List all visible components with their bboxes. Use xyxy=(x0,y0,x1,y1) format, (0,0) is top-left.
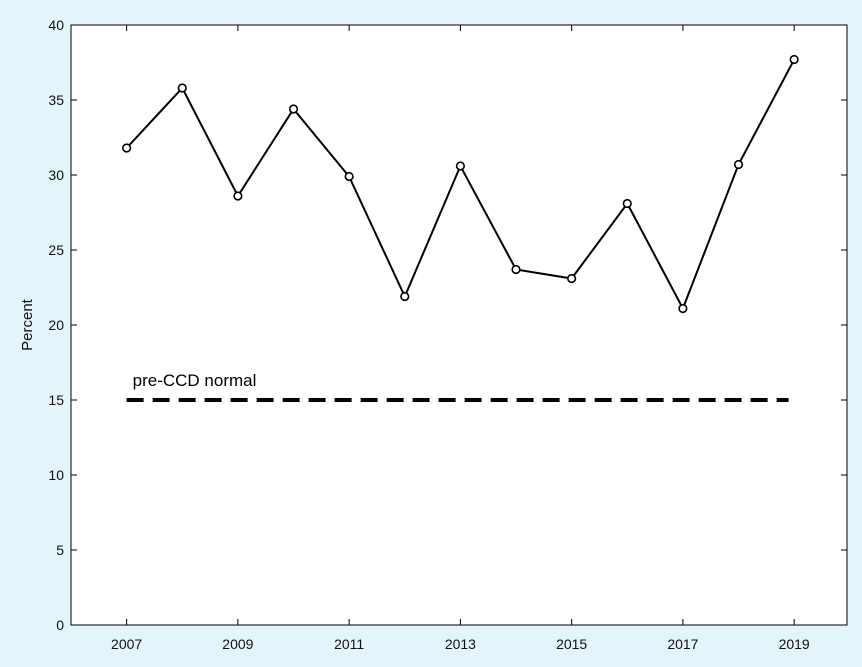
data-point xyxy=(678,303,688,314)
data-point xyxy=(733,159,744,170)
data-point xyxy=(288,104,299,114)
y-tick-label: 5 xyxy=(56,542,64,558)
reference-line-group: pre-CCD normal xyxy=(126,371,789,402)
y-tick-label: 10 xyxy=(48,467,64,483)
x-tick-label: 2019 xyxy=(779,636,810,652)
y-tick-label: 0 xyxy=(56,617,64,633)
data-point xyxy=(455,161,465,171)
y-tick-label: 20 xyxy=(48,317,64,333)
x-tick-label: 2007 xyxy=(111,636,142,652)
data-point xyxy=(122,143,132,153)
y-tick-label: 40 xyxy=(48,17,64,33)
x-tick-label: 2017 xyxy=(667,636,698,652)
data-point xyxy=(789,54,799,65)
y-axis-label: Percent xyxy=(19,298,36,351)
y-tick-label: 15 xyxy=(48,392,64,408)
x-axis: 2007 2009 2011 2013 2015 2017 2019 xyxy=(111,25,810,652)
data-point xyxy=(511,264,521,275)
plot-area xyxy=(70,24,848,626)
x-tick-label: 2009 xyxy=(222,636,253,652)
y-axis: 0 5 10 15 20 25 30 35 40 xyxy=(48,17,847,633)
x-tick-label: 2015 xyxy=(556,636,587,652)
data-point xyxy=(177,83,187,93)
x-tick-label: 2011 xyxy=(334,636,364,652)
reference-line-label: pre-CCD normal xyxy=(133,371,257,390)
y-tick-label: 30 xyxy=(48,167,64,183)
x-tick-label: 2013 xyxy=(445,636,476,652)
series-group xyxy=(122,54,799,314)
data-point xyxy=(233,191,243,201)
data-point xyxy=(344,171,354,182)
y-tick-label: 35 xyxy=(48,92,64,108)
data-point xyxy=(622,198,632,209)
data-point xyxy=(400,291,410,302)
y-tick-label: 25 xyxy=(48,242,64,258)
data-point xyxy=(567,273,577,284)
